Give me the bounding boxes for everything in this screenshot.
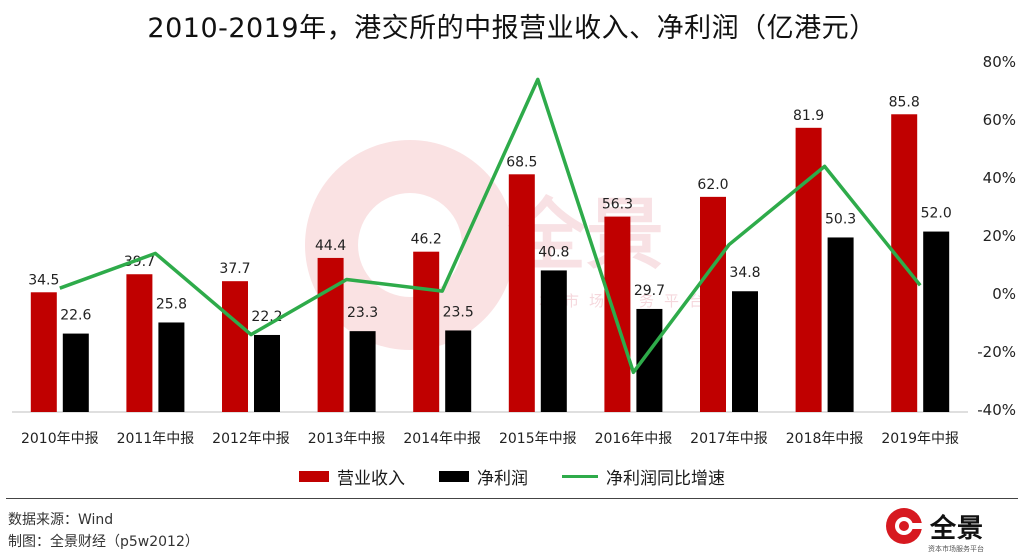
bar-profit	[827, 237, 854, 412]
y-right-tick-label: 80%	[983, 53, 1016, 71]
x-tick-label: 2015年中报	[499, 431, 577, 447]
bar-revenue	[508, 174, 535, 412]
bar-profit	[732, 291, 758, 412]
bar-profit	[349, 331, 376, 412]
author-line: 制图：全景财经（p5w2012）	[8, 534, 199, 550]
data-label-profit: 29.7	[634, 283, 665, 299]
data-label-revenue: 56.3	[602, 197, 633, 213]
legend-swatch-profit	[439, 471, 469, 482]
brand-mark-icon	[885, 508, 922, 544]
bar-profit	[254, 334, 280, 412]
bar-revenue	[700, 196, 726, 412]
bar-revenue	[30, 292, 57, 412]
x-tick-label: 2011年中报	[117, 431, 195, 447]
line-growth	[59, 77, 922, 375]
y-right-tick-label: -20%	[977, 343, 1016, 361]
legend-label-growth: 净利润同比增速	[606, 469, 725, 489]
data-label-profit: 22.6	[60, 308, 91, 324]
data-label-profit: 23.5	[443, 304, 474, 320]
data-label-revenue: 81.9	[793, 108, 824, 124]
bar-profit	[445, 330, 472, 412]
footer-source: 数据来源：Wind 制图：全景财经（p5w2012）	[8, 509, 199, 553]
data-label-profit: 52.0	[921, 206, 952, 222]
data-label-revenue: 62.0	[697, 177, 728, 193]
bar-revenue	[317, 257, 344, 412]
data-label-revenue: 68.5	[506, 154, 537, 170]
y-right-tick-label: 20%	[983, 227, 1016, 245]
data-label-revenue: 37.7	[219, 261, 250, 277]
x-tick-label: 2012年中报	[212, 431, 290, 447]
x-tick-label: 2019年中报	[881, 431, 959, 447]
data-label-profit: 50.3	[825, 211, 856, 227]
data-label-revenue: 44.4	[315, 238, 346, 254]
bar-profit	[540, 270, 567, 412]
legend-swatch-growth	[562, 475, 598, 478]
y-right-tick-label: -40%	[977, 401, 1016, 419]
brand-logo: 全景 资本市场服务平台	[884, 506, 984, 553]
x-tick-label: 2013年中报	[308, 431, 386, 447]
legend-swatch-revenue	[299, 471, 329, 482]
y-right-tick-label: 0%	[992, 285, 1016, 303]
x-tick-label: 2014年中报	[403, 431, 481, 447]
data-label-revenue: 34.5	[28, 272, 59, 288]
bar-revenue	[795, 127, 822, 412]
x-tick-label: 2016年中报	[595, 431, 673, 447]
legend-item-profit: 净利润	[439, 464, 528, 489]
brand-name: 全景	[929, 513, 984, 544]
legend-label-profit: 净利润	[477, 469, 528, 489]
bar-profit	[158, 322, 185, 412]
footer-divider	[6, 498, 1018, 499]
legend-item-revenue: 营业收入	[299, 464, 405, 489]
brand-subtitle: 资本市场服务平台	[928, 545, 984, 553]
data-label-revenue: 85.8	[889, 94, 920, 110]
y-right-tick-label: 40%	[983, 169, 1016, 187]
data-label-profit: 23.3	[347, 305, 378, 321]
legend-item-growth: 净利润同比增速	[562, 464, 725, 489]
data-label-profit: 25.8	[156, 296, 187, 312]
x-tick-label: 2010年中报	[21, 431, 99, 447]
data-label-profit: 40.8	[538, 244, 569, 260]
data-label-profit: 22.2	[251, 309, 282, 325]
chart-title: 2010-2019年，港交所的中报营业收入、净利润（亿港元）	[147, 13, 877, 44]
bar-revenue	[604, 216, 631, 412]
bar-revenue	[126, 274, 153, 412]
data-label-profit: 34.8	[729, 265, 760, 281]
source-line: 数据来源：Wind	[8, 512, 114, 528]
bar-profit	[62, 333, 89, 412]
x-tick-label: 2018年中报	[786, 431, 864, 447]
y-right-tick-label: 60%	[983, 111, 1016, 129]
bar-revenue	[222, 281, 248, 412]
x-tick-label: 2017年中报	[690, 431, 768, 447]
chart-legend: 营业收入 净利润 净利润同比增速	[0, 464, 1024, 489]
bar-profit	[923, 231, 950, 412]
bar-revenue	[413, 251, 440, 412]
legend-label-revenue: 营业收入	[337, 469, 405, 489]
data-label-revenue: 46.2	[411, 232, 442, 248]
